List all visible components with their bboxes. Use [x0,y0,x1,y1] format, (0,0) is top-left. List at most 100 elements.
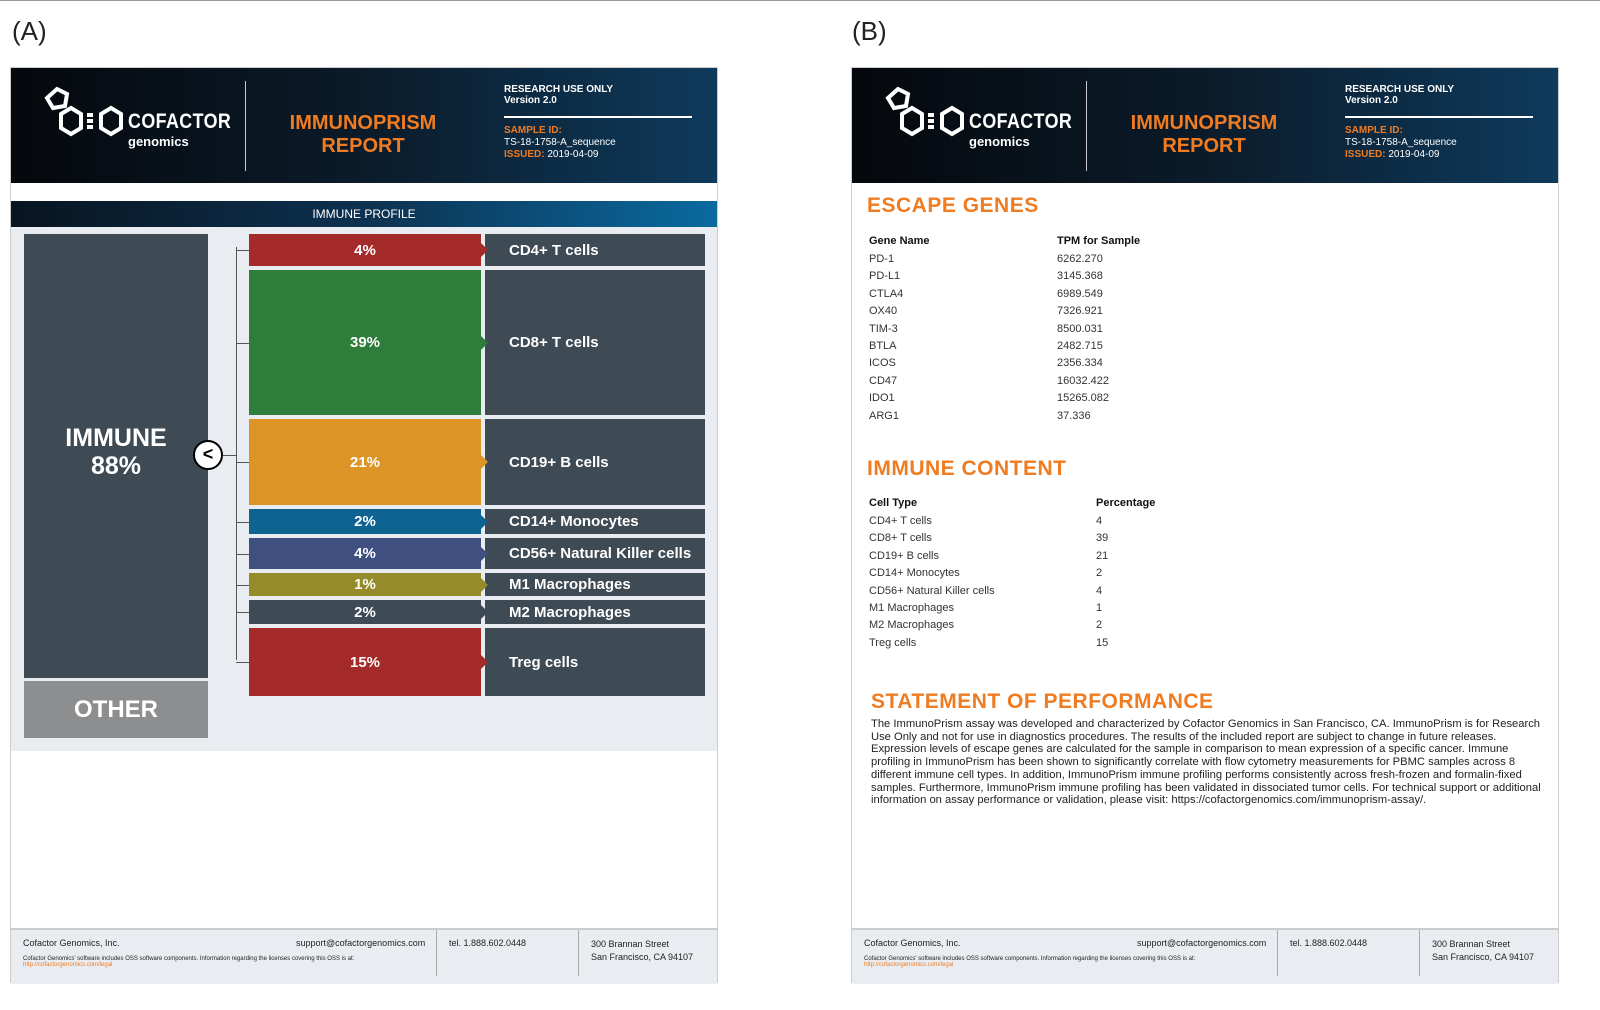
value-cell: 3145.368 [1057,270,1103,283]
report-footer: Cofactor Genomics, Inc. support@cofactor… [852,928,1558,984]
immune-label: IMMUNE [65,424,167,452]
name-cell: CD4+ T cells [869,515,932,527]
value-cell: 6262.270 [1057,253,1103,265]
title-line-2: REPORT [321,135,405,157]
statement-text: The ImmunoPrism assay was developed and … [871,718,1541,807]
address-line-2: San Francisco, CA 94107 [591,952,694,962]
title-line-1: IMMUNOPRISM [289,112,437,134]
bracket-tick [236,250,249,251]
sample-meta: SAMPLE ID: TS-18-1758-A_sequence ISSUED:… [504,125,616,161]
value-cell: Percentage [1096,497,1156,509]
value-cell: 2482.715 [1057,339,1103,352]
value-cell: 15265.082 [1057,392,1109,405]
name-cell: PD-L1 [869,270,901,283]
table-row: PD-1 6262.270 [869,251,1177,268]
name-cell: Cell Type [869,497,918,509]
cell-bar: 2% [249,600,481,624]
value-cell: 39 [1096,532,1109,545]
value-cell: TPM for Sample [1057,235,1141,247]
escape-genes-title: ESCAPE GENES [867,194,1039,217]
sample-id-value: TS-18-1758-A_sequence [1345,137,1457,148]
name-cell: TIM-3 [869,322,898,335]
footer-address: 300 Brannan Street San Francisco, CA 9410… [591,938,693,964]
research-use-label: RESEARCH USE ONLY [504,84,614,95]
collapse-button[interactable]: < [193,440,223,470]
cell-label: CD14+ Monocytes [481,509,705,534]
table-row: Treg cells 15 [869,635,1216,652]
address-line-2: San Francisco, CA 94107 [1432,952,1535,962]
header-divider [245,81,246,171]
cell-label: CD56+ Natural Killer cells [481,538,705,569]
sample-id-label: SAMPLE ID: [504,125,562,136]
logo-text: COFACTOR [969,110,1073,133]
report-page-tables: ESCAPE GENES Gene Name TPM for Sample PD-1… [851,67,1559,984]
legal-link[interactable]: http://cofactorgenomics.com/legal [864,962,954,968]
issued-value: 2019-04-09 [1388,149,1440,160]
report-page-immune-profile: IMMUNE PROFILE IMMUNE 88% OTHER < 4% CD4+ … [10,67,718,984]
sample-id-label: SAMPLE ID: [1345,125,1403,136]
research-use-notice: RESEARCH USE ONLY Version 2.0 [504,84,613,106]
footer-phone: tel. 1.888.602.0448 [449,938,527,948]
value-cell: 8500.031 [1057,322,1103,335]
table-row: ICOS 2356.334 [869,355,1177,372]
address-line-1: 300 Brannan Street [591,939,670,949]
oss-text: Cofactor Genomics' software includes OSS… [23,956,355,962]
cofactor-logo-icon [885,86,964,137]
footer-address: 300 Brannan Street San Francisco, CA 9410… [1432,938,1534,964]
header-rule [504,116,692,118]
panel-label-b: (B) [852,16,887,46]
cell-label: CD8+ T cells [481,270,705,415]
legal-link[interactable]: http://cofactorgenomics.com/legal [23,962,113,968]
footer-email[interactable]: support@cofactorgenomics.com [296,938,426,948]
table-row: BTLA 2482.715 [869,338,1177,355]
footer-divider [578,930,579,976]
logo-subtext: genomics [128,134,189,149]
table-row: PD-L1 3145.368 [869,268,1177,285]
cell-bar: 4% [249,538,481,569]
cell-label: M2 Macrophages [481,600,705,624]
sample-meta: SAMPLE ID: TS-18-1758-A_sequence ISSUED:… [1345,125,1457,161]
table-row: CTLA4 6989.549 [869,286,1177,303]
cell-label: CD19+ B cells [481,419,705,505]
version-label: Version 2.0 [504,95,557,106]
report-header: COFACTOR genomics IMMUNOPRISM REPORT RESE… [852,68,1558,183]
oss-text: Cofactor Genomics' software includes OSS… [864,956,1196,962]
cofactor-logo-icon [44,86,123,137]
title-line-2: REPORT [1162,135,1246,157]
cell-bar: 2% [249,509,481,534]
table-row: M2 Macrophages 2 [869,617,1216,634]
research-use-label: RESEARCH USE ONLY [1345,84,1455,95]
name-cell: OX40 [869,305,898,318]
footer-company: Cofactor Genomics, Inc. [23,938,120,948]
cell-bar: 39% [249,270,481,415]
value-cell: 2356.334 [1057,357,1103,370]
table-row: OX40 7326.921 [869,303,1177,320]
table-header: Gene Name TPM for Sample [869,231,1177,251]
immune-content-table: Cell Type Percentage CD4+ T cells 4 CD8+ T c… [869,493,1216,652]
report-title: IMMUNOPRISM REPORT [1102,112,1306,158]
value-cell: 21 [1096,549,1109,562]
cell-label: M1 Macrophages [481,573,705,596]
immune-profile-chart: IMMUNE 88% OTHER < 4% CD4+ T cells 39% CD8+ … [11,227,717,751]
header-divider [1086,81,1087,171]
table-row: ARG1 37.336 [869,408,1177,425]
logo-subtext: genomics [969,134,1030,149]
title-line-1: IMMUNOPRISM [1130,112,1278,134]
sample-id-value: TS-18-1758-A_sequence [504,137,616,148]
version-label: Version 2.0 [1345,95,1398,106]
name-cell: PD-1 [869,253,895,265]
table-row: CD47 16032.422 [869,373,1177,390]
footer-company: Cofactor Genomics, Inc. [864,938,961,948]
bracket-line [236,247,237,660]
table-row: CD8+ T cells 39 [869,530,1216,547]
immune-block: IMMUNE 88% [24,234,208,678]
name-cell: M2 Macrophages [869,619,954,632]
value-cell: 37.336 [1057,409,1091,422]
footer-email[interactable]: support@cofactorgenomics.com [1137,938,1267,948]
value-cell: 4 [1096,584,1103,597]
table-row: TIM-3 8500.031 [869,321,1177,338]
report-header: COFACTOR genomics IMMUNOPRISM REPORT RESE… [11,68,717,183]
immune-content-title: IMMUNE CONTENT [867,457,1067,480]
table-row: CD56+ Natural Killer cells 4 [869,583,1216,600]
name-cell: Treg cells [869,636,917,649]
